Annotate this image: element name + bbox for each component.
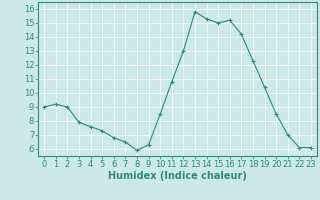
X-axis label: Humidex (Indice chaleur): Humidex (Indice chaleur) (108, 171, 247, 181)
